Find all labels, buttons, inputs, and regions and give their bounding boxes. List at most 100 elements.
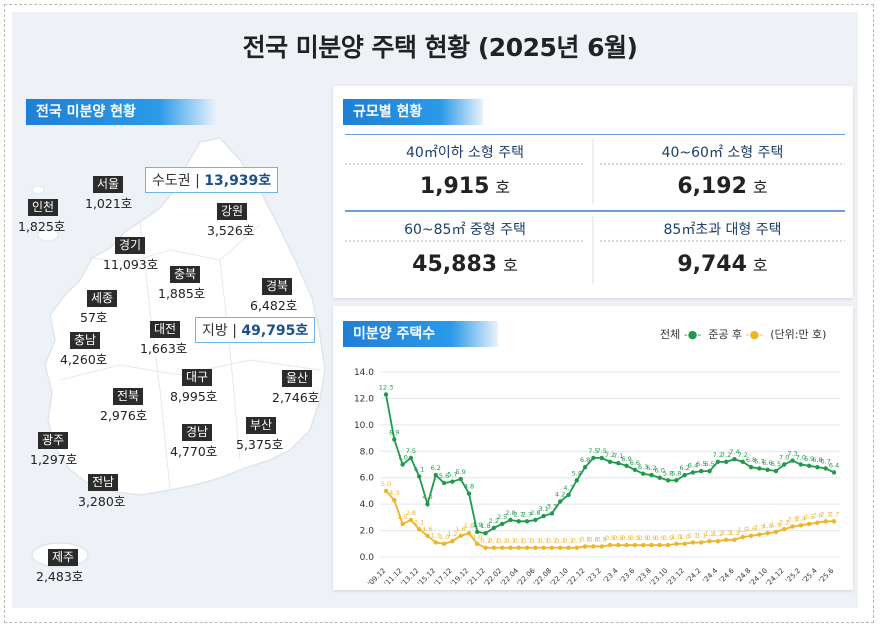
completed-data-label: 1.3 [721,529,731,537]
size-cell-1-number: 6,192 [677,174,747,199]
region-name-8: 대전 [150,321,181,338]
completed-data-label: 0.7 [530,537,540,545]
total-data-label: 6.0 [655,467,665,475]
completed-data-label: 0.7 [505,537,515,545]
legend-completed-marker: -●- [745,328,764,341]
size-section-header: 규모별 현황 [343,99,483,125]
region-value-11: 2,976호 [100,408,148,423]
completed-point [699,540,704,545]
x-tick-label: '25.4 [801,566,819,584]
total-point [748,464,754,470]
completed-point [566,545,571,550]
region-value-7: 4,260호 [60,352,108,367]
completed-point [425,533,430,539]
completed-point [806,521,812,527]
total-data-label: 6.7 [754,457,764,465]
completed-data-label: 0.7 [547,537,557,545]
total-data-label: 5.8 [671,469,681,477]
total-point [582,464,588,470]
completed-point [582,544,588,549]
total-data-label: 6.2 [431,464,441,472]
x-tick-label: '23.12 [665,567,686,585]
completed-point [541,545,546,550]
total-data-label: 12.3 [379,383,393,391]
completed-data-label: 0.8 [597,535,607,543]
x-tick-label: '22.12 [565,567,586,585]
total-data-label: 7.2 [738,451,748,459]
completed-data-label: 0.9 [646,534,656,542]
total-data-label: 7.2 [713,451,723,459]
completed-point [499,545,505,550]
total-point [499,521,505,527]
region-value-13: 5,375호 [236,437,284,452]
completed-data-label: 1.6 [422,525,432,533]
legend-completed-label: 준공 후 [708,328,743,341]
total-point [524,519,530,524]
total-data-label: 5.8 [663,469,673,477]
completed-point [674,541,679,546]
y-tick-label: 12.0 [354,394,374,404]
completed-point [823,519,828,524]
completed-data-label: 4.3 [389,489,399,497]
total-point [682,472,687,478]
total-data-label: 6.8 [812,456,822,464]
completed-point [475,541,480,546]
region-name-0: 서울 [93,176,124,193]
capital-value: 13,939호 [204,173,272,189]
total-data-label: 7.5 [588,447,598,455]
total-data-label: 6.8 [580,456,590,464]
region-value-14: 1,297호 [30,452,78,467]
total-point [549,511,555,516]
completed-data-label: 2.7 [821,510,831,518]
x-tick-label: '25.2 [784,567,802,585]
completed-point [649,542,654,548]
completed-data-label: 0.9 [630,534,640,542]
chart-card [333,306,853,590]
completed-data-label: 0.7 [522,537,532,545]
total-point [416,474,422,479]
total-data-label: 6.4 [688,461,698,469]
total-data-label: 7.0 [779,454,789,462]
total-data-label: 2.5 [497,513,507,521]
total-point [433,472,438,478]
region-value-2: 3,526호 [207,223,255,238]
y-tick-label: 2.0 [360,527,375,537]
total-data-label: 6.5 [771,460,781,468]
total-data-label: 6.2 [646,464,656,472]
local-area-box: 지방 | 49,795호 [195,317,316,343]
region-name-1: 인천 [28,199,59,216]
size-cell-3-unit: 호 [752,256,768,275]
total-point [558,499,563,504]
completed-data-label: 0.7 [489,537,499,545]
completed-point [665,542,671,548]
completed-point [400,521,405,527]
completed-data-label: 0.7 [514,537,524,545]
total-point [383,392,389,397]
total-point [392,437,397,442]
completed-data-label: 0.9 [621,534,631,542]
total-data-label: 2.2 [489,517,499,525]
total-point [533,517,538,523]
total-point [732,457,737,462]
completed-point [466,531,472,536]
completed-point [408,517,414,523]
completed-point [516,545,521,550]
total-data-label: 7.0 [796,454,806,462]
total-data-label: 5.9 [455,468,465,476]
size-cell-0-value: 1,915 호 [345,174,585,199]
region-name-16: 제주 [48,549,79,566]
size-cell-0-number: 1,915 [419,174,490,199]
completed-data-label: 0.7 [538,537,548,545]
completed-point [616,542,621,548]
region-name-15: 전남 [88,474,119,491]
total-data-label: 7.2 [721,451,731,459]
completed-data-label: 0.7 [572,537,582,545]
chart-section-header: 미분양 주택수 [343,321,498,347]
completed-data-label: 2.6 [812,512,822,520]
size-cell-3-value: 9,744 호 [600,252,845,277]
completed-data-label: 0.7 [497,537,507,545]
total-data-label: 6.6 [762,459,772,467]
completed-data-label: 0.7 [480,537,490,545]
total-point [441,480,447,486]
size-cell-3-number: 9,744 [677,252,747,277]
